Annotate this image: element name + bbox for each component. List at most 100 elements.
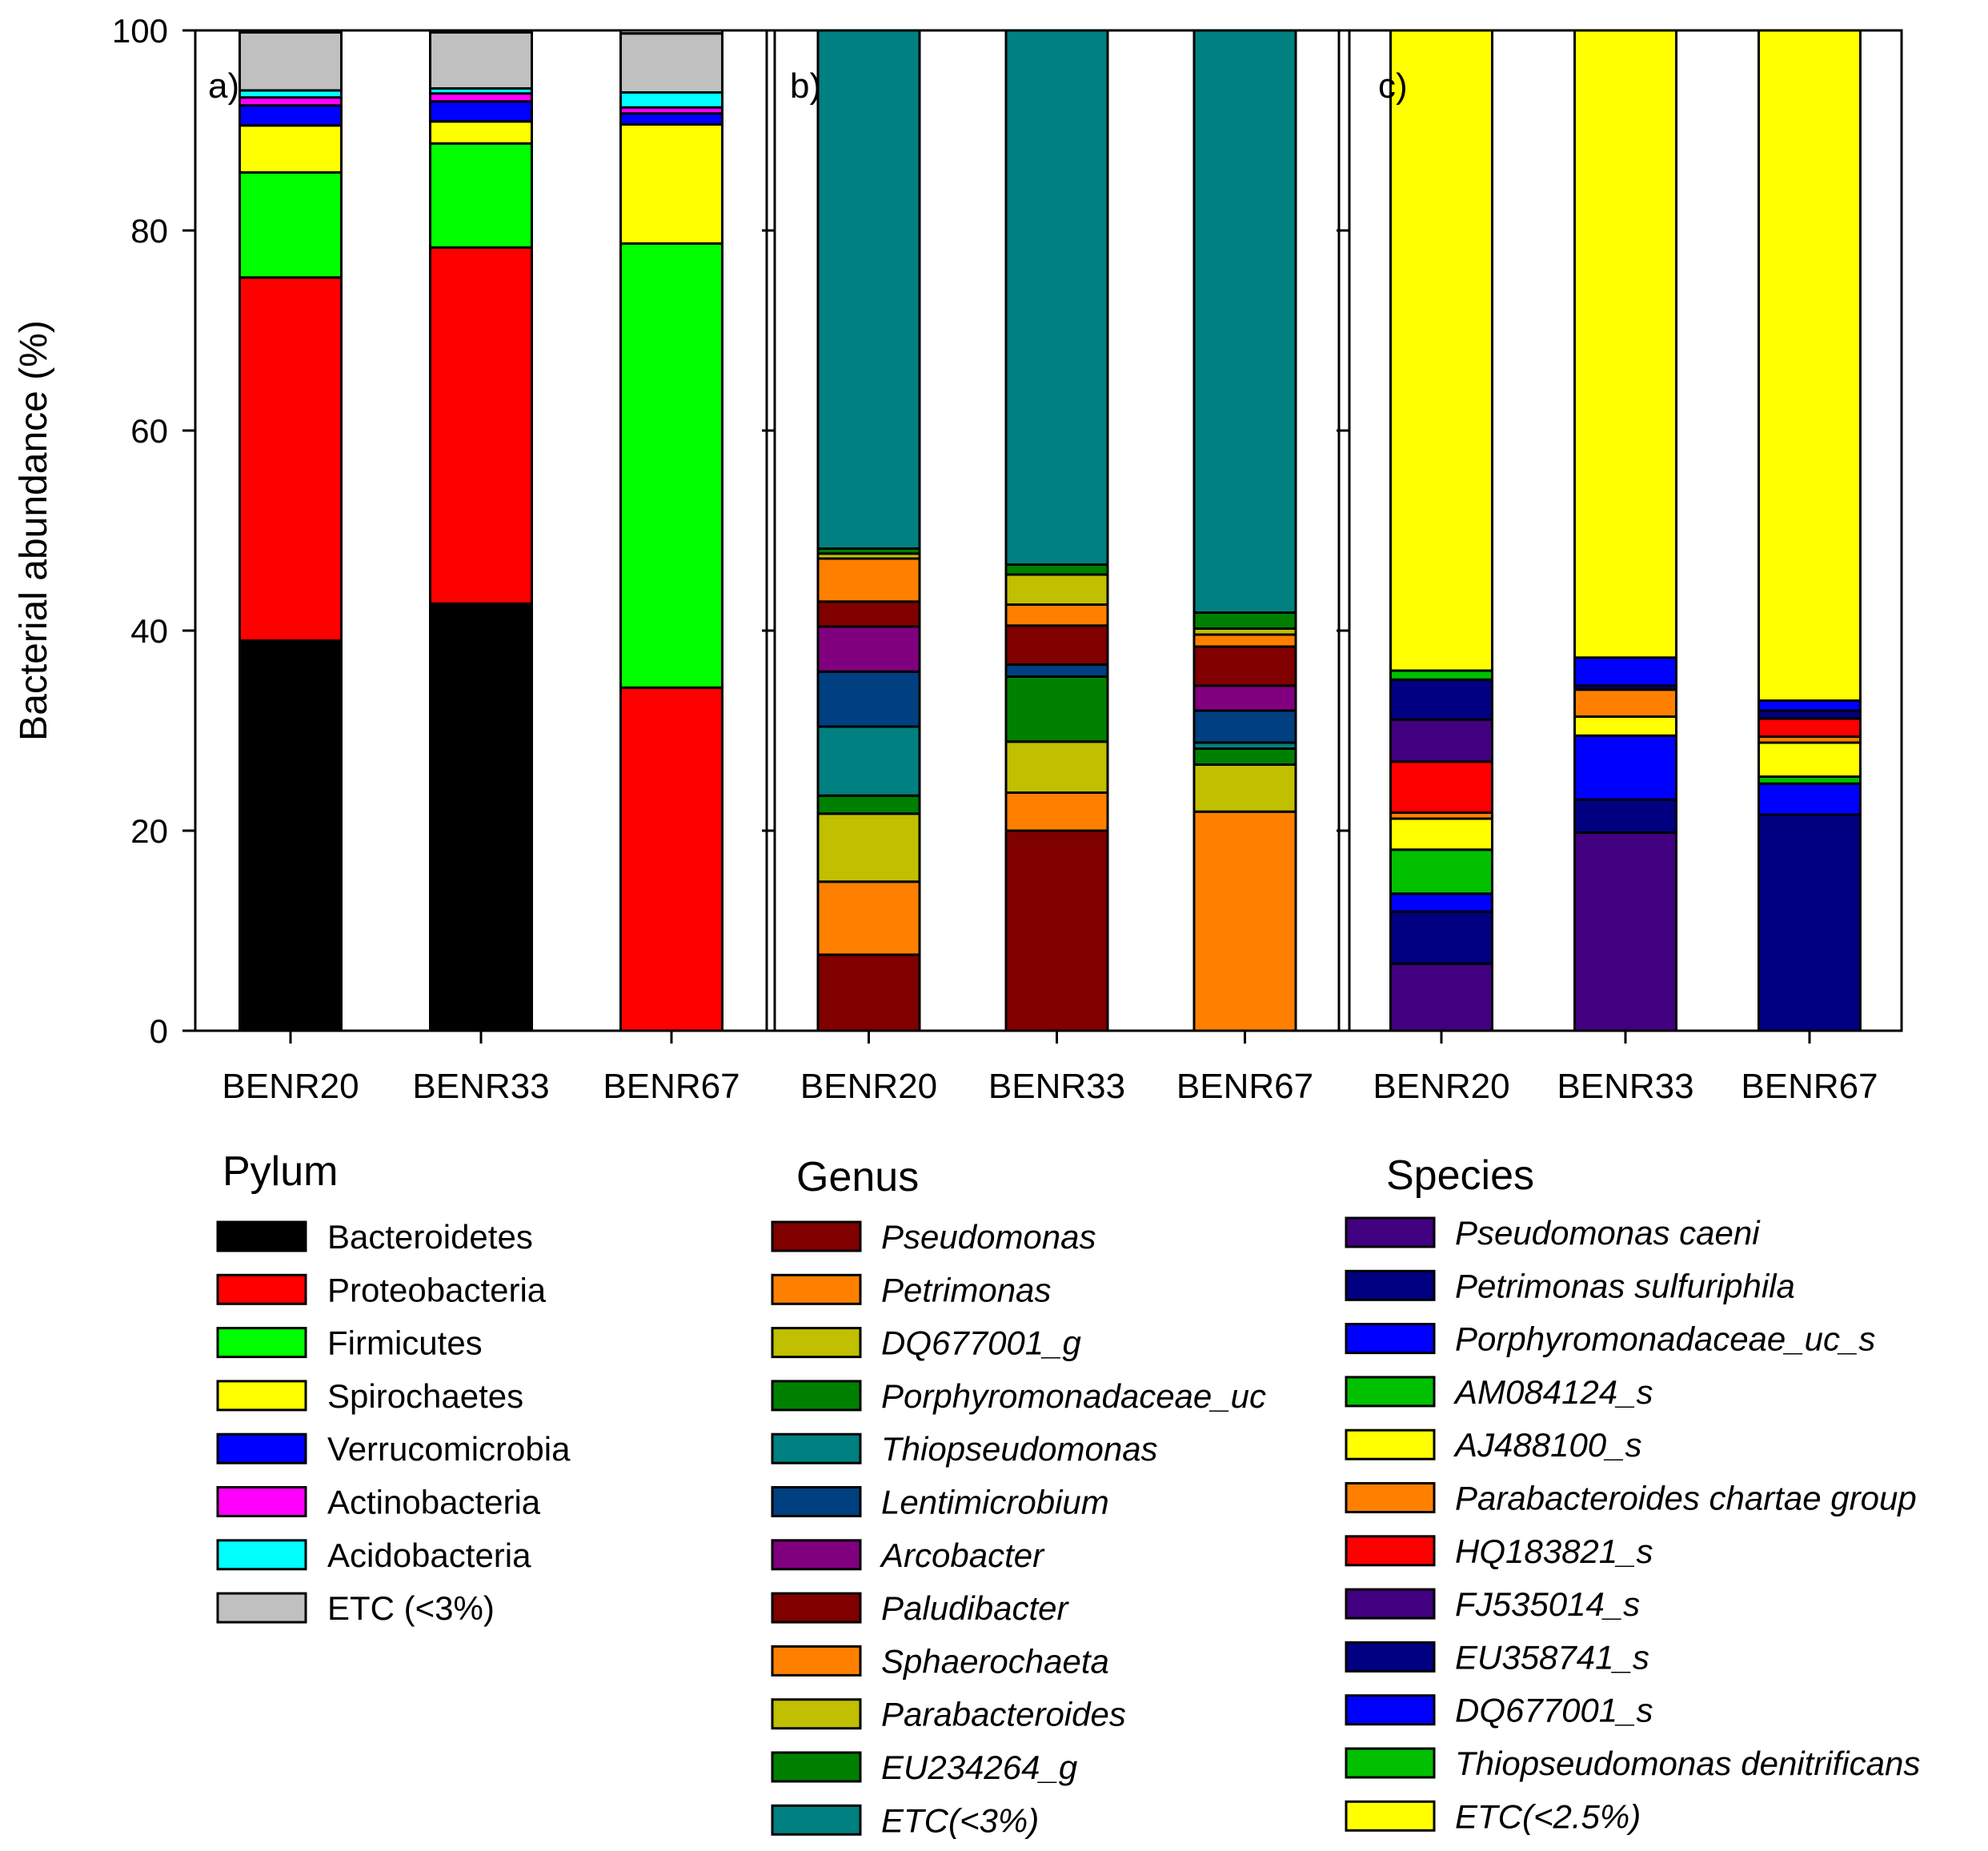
bar-segment-2-1-7: [1004, 624, 1109, 666]
legend-swatch-1-5: [216, 1486, 307, 1517]
x-tick-label-3-0: BENR20: [1373, 1067, 1509, 1106]
legend-swatch-3-8: [1345, 1641, 1436, 1673]
bar-segment-2-0-7: [816, 600, 921, 628]
y-tick-label-2: 40: [130, 612, 168, 650]
bar-segment-2-0-4: [816, 725, 921, 797]
x-tick-label-1-0: BENR20: [222, 1067, 359, 1106]
legend-label-2-4: Thiopseudomonas: [881, 1430, 1158, 1468]
legend-swatch-1-7: [216, 1592, 307, 1624]
legend-label-3-3: AM084124_s: [1453, 1373, 1653, 1411]
legend-swatch-2-0: [771, 1220, 862, 1252]
bar-segment-1-0-1: [238, 276, 343, 642]
y-tick-label-4: 80: [130, 212, 168, 250]
legend-swatch-3-5: [1345, 1482, 1436, 1513]
legend-swatch-2-9: [771, 1698, 862, 1730]
legend-swatch-1-4: [216, 1432, 307, 1464]
bar-segment-1-2-4: [619, 112, 723, 126]
legend-label-2-0: Pseudomonas: [881, 1218, 1096, 1256]
bar-segment-2-1-11: [1004, 29, 1109, 566]
legend-label-1-7: ETC (<3%): [327, 1589, 495, 1627]
legend-title-1: Pylum: [222, 1148, 338, 1195]
y-tick-label-5: 100: [112, 12, 168, 50]
bar-segment-3-2-6: [1758, 717, 1862, 738]
bar-segment-1-0-3: [238, 124, 343, 174]
bar-segment-1-1-2: [429, 142, 533, 249]
bar-segment-1-0-2: [238, 171, 343, 279]
bar-segment-3-0-3: [1389, 848, 1493, 895]
bar-segment-1-2-2: [619, 242, 723, 689]
legend-label-2-1: Petrimonas: [881, 1271, 1051, 1308]
bar-segment-2-1-8: [1004, 603, 1109, 627]
legend-swatch-3-7: [1345, 1588, 1436, 1620]
legend-swatch-3-3: [1345, 1376, 1436, 1408]
legend-swatch-2-11: [771, 1804, 862, 1836]
bar-segment-1-0-7: [238, 31, 343, 92]
bar-segment-1-1-7: [429, 31, 533, 90]
x-tick-label-2-1: BENR33: [988, 1067, 1125, 1106]
bar-segment-3-1-0: [1573, 831, 1677, 1032]
x-tick-label-3-2: BENR67: [1741, 1067, 1878, 1106]
bar-segment-2-1-1: [1004, 791, 1109, 832]
legend-swatch-3-11: [1345, 1800, 1436, 1832]
legend-swatch-2-2: [771, 1327, 862, 1359]
legend-swatch-2-1: [771, 1273, 862, 1305]
bar-segment-1-2-6: [619, 91, 723, 109]
bar-segment-3-1-1: [1573, 798, 1677, 834]
y-tick-label-0: 0: [150, 1012, 168, 1050]
legend-label-2-10: EU234264_g: [881, 1749, 1077, 1786]
legend-label-1-3: Spirochaetes: [327, 1377, 523, 1415]
legend-swatch-2-8: [771, 1645, 862, 1677]
legend-swatch-2-3: [771, 1380, 862, 1412]
panel-label-2: b): [790, 66, 821, 106]
legend-label-3-10: Thiopseudomonas denitrificans: [1455, 1745, 1920, 1782]
bar-segment-3-2-11: [1758, 29, 1862, 702]
bar-segment-1-2-3: [619, 123, 723, 245]
bar-segment-3-0-4: [1389, 817, 1493, 851]
legend-label-2-7: Paludibacter: [881, 1589, 1069, 1627]
legend-swatch-3-4: [1345, 1428, 1436, 1460]
bar-segment-2-1-5: [1004, 663, 1109, 678]
bar-segment-2-0-3: [816, 794, 921, 815]
bar-segment-2-2-2: [1192, 763, 1297, 813]
legend-label-1-4: Verrucomicrobia: [327, 1430, 571, 1468]
legend-label-3-1: Petrimonas sulfuriphila: [1455, 1267, 1795, 1304]
bar-segment-1-2-1: [619, 686, 723, 1032]
bar-segment-2-1-2: [1004, 740, 1109, 794]
x-tick-label-2-0: BENR20: [800, 1067, 937, 1106]
legend-label-2-3: Porphyromonadaceae_uc: [881, 1377, 1266, 1415]
legend-label-1-1: Proteobacteria: [327, 1271, 547, 1308]
bar-segment-3-1-2: [1573, 734, 1677, 801]
legend-label-1-5: Actinobacteria: [327, 1484, 541, 1521]
legend-label-3-6: HQ183821_s: [1455, 1532, 1653, 1570]
legend-label-1-0: Bacteroidetes: [327, 1218, 533, 1256]
bar-segment-2-2-11: [1192, 29, 1297, 614]
bar-segment-2-0-11: [816, 29, 921, 550]
bar-segment-2-1-10: [1004, 563, 1109, 576]
legend-swatch-2-6: [771, 1539, 862, 1571]
bar-segment-3-2-2: [1758, 782, 1862, 816]
bar-segment-2-2-10: [1192, 611, 1297, 630]
legend-swatch-1-0: [216, 1220, 307, 1252]
legend-label-3-9: DQ677001_s: [1455, 1692, 1653, 1729]
bar-segment-2-2-3: [1192, 747, 1297, 766]
bar-segment-3-1-4: [1573, 715, 1677, 737]
bar-segment-2-1-9: [1004, 573, 1109, 606]
bar-segment-2-0-5: [816, 670, 921, 728]
bar-segment-2-1-3: [1004, 675, 1109, 743]
panel-label-3: c): [1378, 66, 1408, 106]
bar-segment-2-1-0: [1004, 829, 1109, 1032]
bar-segment-3-2-4: [1758, 741, 1862, 778]
legend-swatch-2-5: [771, 1486, 862, 1517]
bar-segment-2-0-2: [816, 812, 921, 883]
bar-segment-2-2-1: [1192, 810, 1297, 1032]
bar-segment-3-0-7: [1389, 718, 1493, 763]
bar-segment-3-0-2: [1389, 892, 1493, 913]
bar-segment-2-2-8: [1192, 633, 1297, 648]
legend-label-3-4: AJ488100_s: [1453, 1426, 1642, 1464]
legend-title-2: Genus: [796, 1154, 919, 1200]
bar-segment-3-1-5: [1573, 688, 1677, 718]
legend-swatch-1-1: [216, 1273, 307, 1305]
legend-swatch-2-7: [771, 1592, 862, 1624]
bar-segment-3-0-6: [1389, 760, 1493, 814]
